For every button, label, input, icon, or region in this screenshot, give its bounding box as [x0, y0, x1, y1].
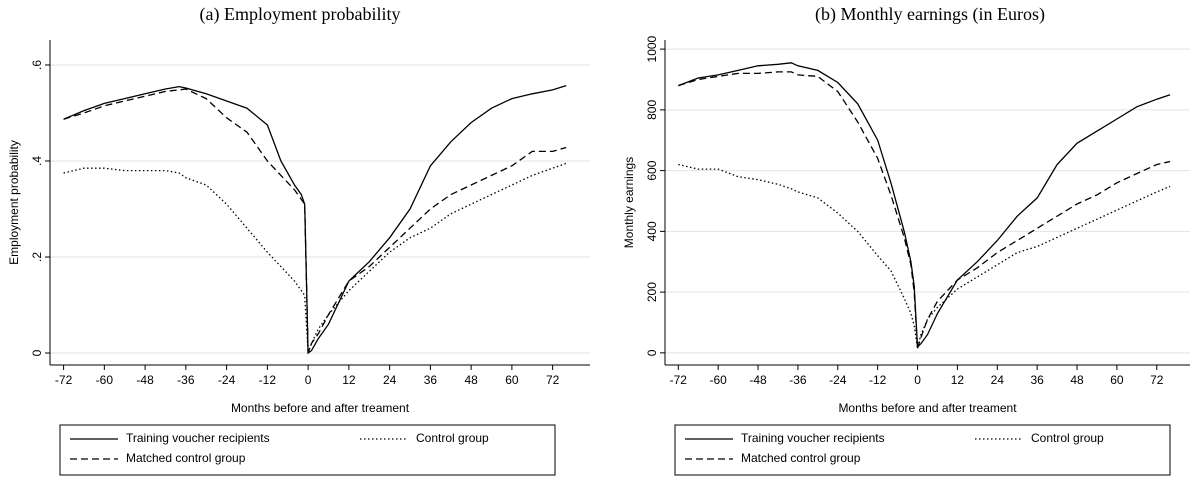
panel: (a) Employment probability 0 .2 .4 .6 -72 -60 -… [7, 4, 590, 476]
y-axis-label: Monthly earnings [622, 157, 636, 248]
x-tick-label: 36 [1030, 373, 1044, 387]
legend-label: Matched control group [741, 451, 861, 465]
x-tick-label: -36 [177, 373, 195, 387]
x-tick-label: 60 [1110, 373, 1124, 387]
x-tick-label: -72 [670, 373, 688, 387]
y-tick-label: 600 [645, 160, 659, 180]
x-tick-label: 12 [342, 373, 356, 387]
x-tick-label: 12 [951, 373, 965, 387]
x-axis-label: Months before and after treament [231, 401, 410, 415]
series-line [678, 62, 1171, 349]
y-axis-label: Employment probability [7, 140, 21, 265]
y-tick-label: 0 [645, 349, 659, 356]
series-line [63, 84, 567, 355]
x-tick-label: -12 [259, 373, 277, 387]
y-tick-label: 1000 [645, 35, 659, 62]
x-tick-label: 72 [1150, 373, 1164, 387]
series-line [678, 163, 1171, 349]
x-tick-label: 60 [505, 373, 519, 387]
x-tick-label: 0 [914, 373, 921, 387]
panel: (b) Monthly earnings (in Euros) 0 200 400 60… [622, 4, 1190, 476]
series-line [63, 162, 567, 354]
x-tick-label: -60 [96, 373, 114, 387]
legend-box [674, 424, 1171, 476]
x-tick-label: -48 [136, 373, 154, 387]
x-tick-label: -72 [55, 373, 73, 387]
legend-label: Training voucher recipients [741, 431, 885, 445]
x-tick-label: -48 [749, 373, 767, 387]
x-tick-label: -24 [829, 373, 847, 387]
legend-label: Control group [1031, 431, 1104, 445]
y-tick-label: 400 [645, 221, 659, 241]
x-tick-label: 48 [1070, 373, 1084, 387]
x-tick-label: 24 [991, 373, 1005, 387]
x-tick-label: -60 [709, 373, 727, 387]
panel-title: (a) Employment probability [200, 4, 401, 25]
x-tick-label: 72 [546, 373, 560, 387]
y-tick-label: .2 [30, 252, 44, 262]
x-tick-label: -12 [869, 373, 887, 387]
y-tick-label: 800 [645, 100, 659, 120]
y-tick-label: 0 [30, 349, 44, 356]
series-line [63, 88, 567, 354]
legend-label: Training voucher recipients [126, 431, 270, 445]
y-tick-label: .4 [30, 156, 44, 166]
x-tick-label: 48 [464, 373, 478, 387]
x-tick-label: 24 [383, 373, 397, 387]
y-tick-label: 200 [645, 282, 659, 302]
legend-label: Matched control group [126, 451, 246, 465]
series-line [678, 71, 1171, 349]
x-tick-label: 0 [305, 373, 312, 387]
x-tick-label: -24 [218, 373, 236, 387]
x-tick-label: -36 [789, 373, 807, 387]
x-axis-label: Months before and after treament [838, 401, 1017, 415]
y-tick-label: .6 [30, 60, 44, 70]
legend-label: Control group [416, 431, 489, 445]
legend-box [59, 424, 556, 476]
x-tick-label: 36 [424, 373, 438, 387]
panel-title: (b) Monthly earnings (in Euros) [815, 4, 1045, 25]
